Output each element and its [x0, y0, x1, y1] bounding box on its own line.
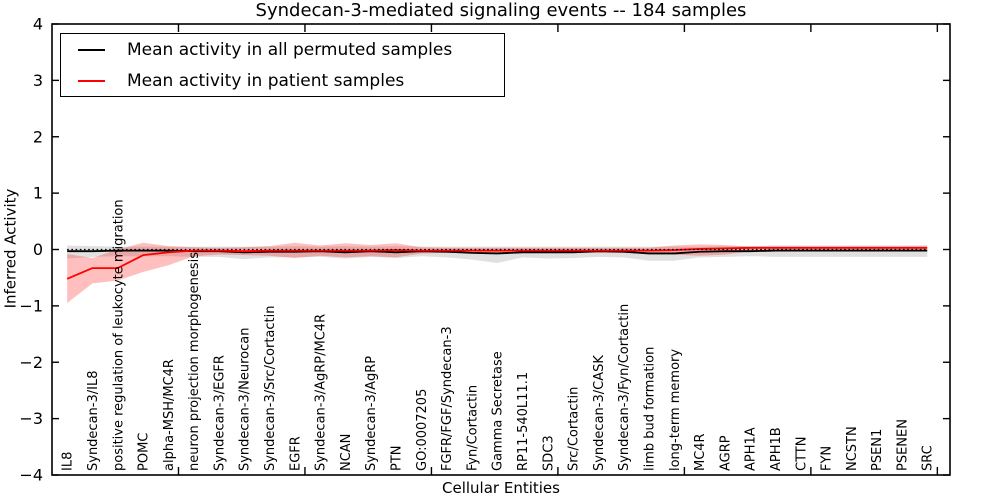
x-category-label: Src/Cortactin: [567, 387, 582, 471]
x-category-label: Syndecan-3/EGFR: [212, 355, 227, 471]
x-category-label: CTTN: [794, 437, 809, 471]
x-category-label: neuron projection morphogenesis: [187, 252, 202, 471]
legend-item-patient: Mean activity in patient samples: [61, 65, 504, 96]
permuted-line-swatch: [78, 48, 105, 51]
x-category-label: Syndecan-3/Fyn/Cortactin: [617, 304, 632, 471]
x-category-label: Fyn/Cortactin: [465, 385, 480, 471]
x-category-label: APH1A: [744, 427, 759, 471]
x-category-label: limb bud formation: [642, 347, 657, 471]
x-category-label: POMC: [137, 433, 152, 471]
patient-line-swatch: [78, 79, 105, 82]
legend-label-permuted: Mean activity in all permuted samples: [127, 39, 453, 60]
x-category-label: Syndecan-3/AgRP: [364, 356, 379, 471]
y-axis-label: Inferred Activity: [1, 188, 20, 309]
y-tick-label: −2: [19, 353, 43, 372]
x-category-label: Syndecan-3/AgRP/MC4R: [314, 314, 329, 471]
legend-box: Mean activity in all permuted samples Me…: [60, 33, 505, 97]
chart-title: Syndecan-3-mediated signaling events -- …: [255, 0, 747, 21]
x-category-label: AGRP: [718, 435, 733, 471]
patient-mean-line: [66, 246, 928, 280]
y-tick-label: −3: [19, 409, 43, 428]
legend-label-patient: Mean activity in patient samples: [127, 70, 405, 91]
x-category-label: SDC3: [541, 435, 556, 471]
x-category-label: PSENEN: [895, 419, 910, 471]
x-category-label: long-term memory: [668, 349, 683, 471]
y-tick-label: 3: [33, 71, 43, 90]
x-category-label: FYN: [820, 446, 835, 471]
x-category-label: SRC: [921, 445, 936, 471]
x-category-label: positive regulation of leukocyte migrati…: [111, 199, 126, 471]
x-category-label: Syndecan-3/CASK: [592, 355, 607, 471]
x-category-label: RP11-540L11.1: [516, 372, 531, 471]
x-category-label: IL8: [61, 452, 76, 471]
x-category-label: NCSTN: [845, 426, 860, 471]
patient-confidence-band: [67, 242, 928, 304]
x-category-label: Syndecan-3/Src/Cortactin: [263, 305, 278, 471]
x-category-label: EGFR: [288, 436, 303, 471]
x-category-label: Gamma Secretase: [491, 351, 506, 471]
x-category-label: FGFR/FGF/Syndecan-3: [440, 326, 455, 471]
y-tick-label: 1: [33, 184, 43, 203]
y-tick-label: 4: [33, 15, 43, 34]
x-category-label: NCAN: [339, 434, 354, 471]
legend-item-permuted: Mean activity in all permuted samples: [61, 34, 504, 65]
x-category-label: Syndecan-3/Neurocan: [238, 328, 253, 471]
x-category-label: PSEN1: [870, 429, 885, 471]
x-category-label: APH1B: [769, 427, 784, 471]
y-tick-label: −4: [19, 466, 43, 485]
x-category-label: Syndecan-3/IL8: [86, 371, 101, 471]
x-category-label: GO:0007205: [415, 389, 430, 471]
x-axis-label: Cellular Entities: [442, 479, 560, 497]
x-category-label: MC4R: [693, 433, 708, 471]
y-tick-label: 2: [33, 127, 43, 146]
y-tick-label: 0: [33, 240, 43, 259]
x-category-label: PTN: [390, 445, 405, 471]
x-category-label: alpha-MSH/MC4R: [162, 359, 177, 471]
y-tick-label: −1: [19, 296, 43, 315]
